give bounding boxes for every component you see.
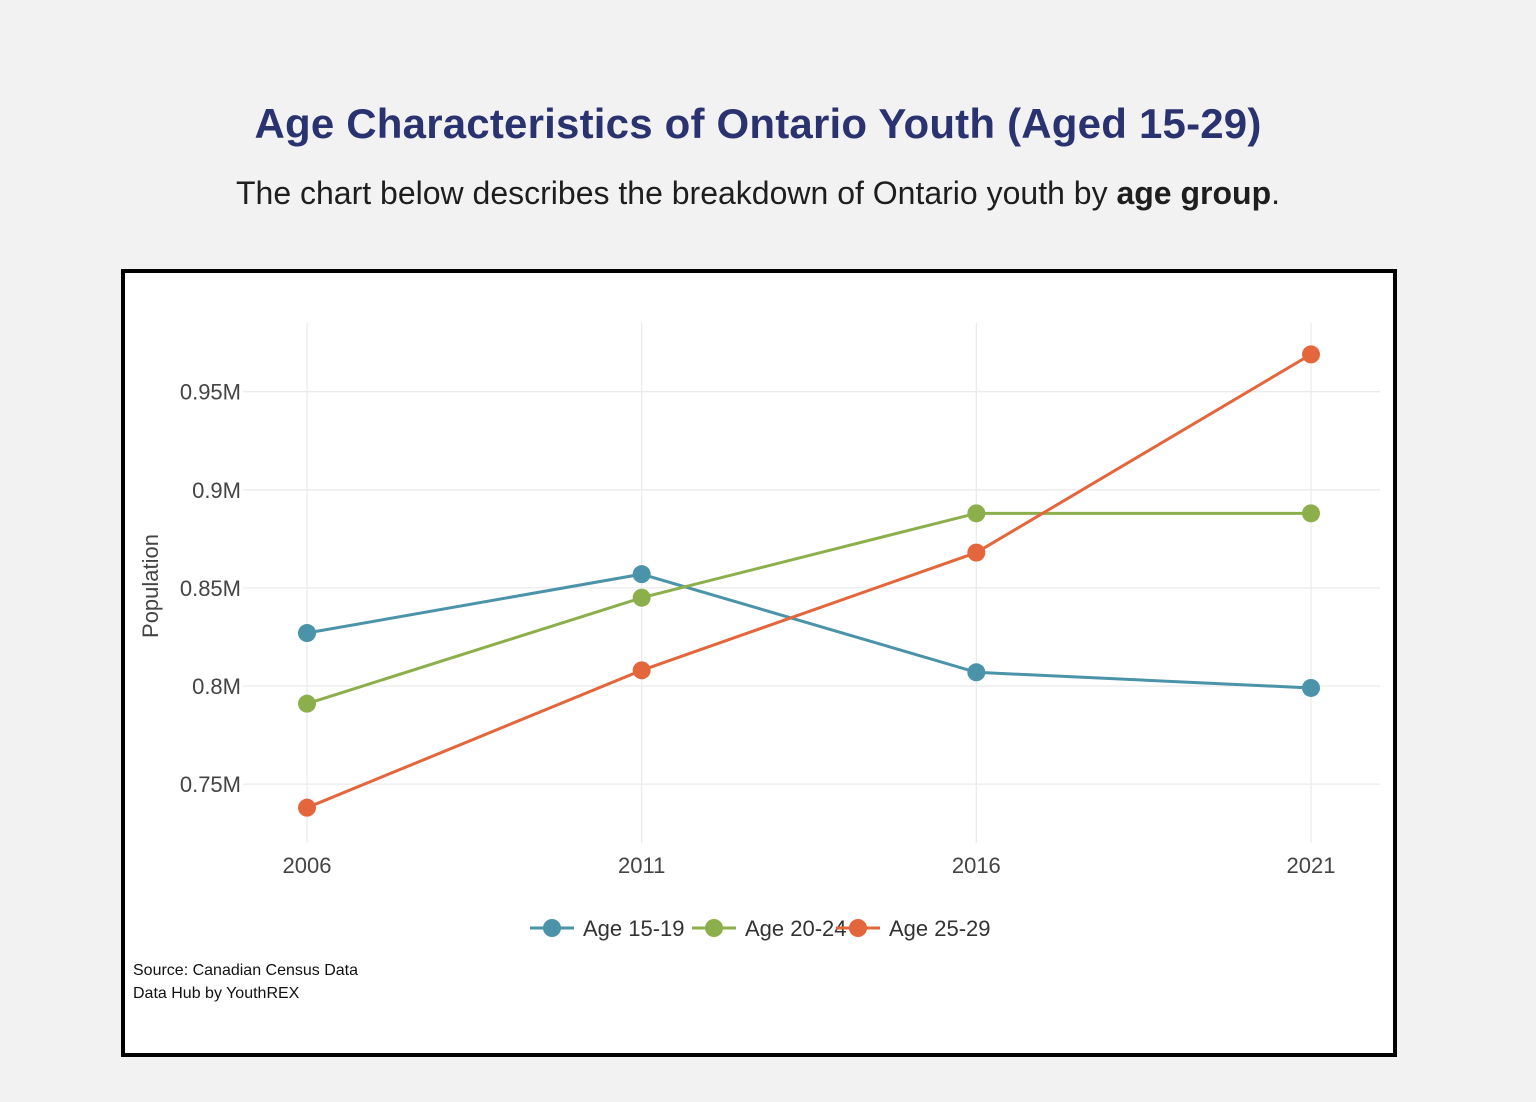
chart-card: 2006 2011 2016 2021 0.75M 0.8M 0.85M 0.9M 0.95M P… xyxy=(121,269,1397,1057)
legend-label: Age 15-19 xyxy=(583,916,685,941)
line-chart: 2006 2011 2016 2021 0.75M 0.8M 0.85M 0.9M 0.95M P… xyxy=(138,323,1380,941)
series-line xyxy=(306,511,1311,706)
legend-item: Age 20-24 xyxy=(692,916,847,941)
legend-marker xyxy=(543,919,561,937)
y-tick-label: 0.85M xyxy=(180,576,241,601)
legend-label: Age 25-29 xyxy=(889,916,991,941)
grid-layer xyxy=(243,323,1380,843)
legend-label: Age 20-24 xyxy=(745,916,847,941)
data-point xyxy=(967,663,986,682)
legend-item: Age 15-19 xyxy=(530,916,685,941)
x-tick-label: 2016 xyxy=(952,853,1001,878)
y-tick-label: 0.8M xyxy=(192,674,241,699)
page-title: Age Characteristics of Ontario Youth (Ag… xyxy=(254,100,1262,147)
x-tick-label: 2011 xyxy=(618,853,665,878)
x-tick-label: 2021 xyxy=(1287,853,1336,878)
x-tick-label: 2006 xyxy=(283,853,332,878)
series-line xyxy=(306,353,1312,810)
data-point xyxy=(632,565,651,584)
legend-layer: Age 15-19 Age 20-24 Age 25-29 xyxy=(530,916,991,941)
series-line xyxy=(306,572,1312,690)
legend-marker xyxy=(705,919,723,937)
subtitle-text: The chart below describes the breakdown … xyxy=(235,175,1117,211)
credit-line: Data Hub by YouthREX xyxy=(133,985,300,1002)
data-point xyxy=(1302,504,1320,523)
page-subtitle: The chart below describes the breakdown … xyxy=(0,175,1516,212)
data-point xyxy=(632,661,651,680)
series-layer xyxy=(298,345,1320,817)
y-tick-label: 0.95M xyxy=(180,380,241,405)
y-tick-label: 0.75M xyxy=(180,772,241,797)
y-tick-label: 0.9M xyxy=(192,478,241,503)
data-point xyxy=(967,504,986,523)
data-point xyxy=(632,588,651,607)
axis-layer: 2006 2011 2016 2021 0.75M 0.8M 0.85M 0.9M 0.95M P… xyxy=(138,380,1335,878)
data-point xyxy=(298,624,316,643)
legend-item: Age 25-29 xyxy=(836,916,991,941)
y-axis-title: Population xyxy=(138,534,163,638)
data-point xyxy=(298,798,316,817)
source-note: Source: Canadian Census Data Data Hub by… xyxy=(133,959,358,1005)
subtitle-period: . xyxy=(1271,175,1281,211)
source-line: Source: Canadian Census Data xyxy=(133,962,359,979)
data-point xyxy=(1302,678,1320,697)
data-point xyxy=(967,543,986,562)
data-point xyxy=(1302,345,1320,364)
data-point xyxy=(298,694,316,713)
legend-marker xyxy=(849,919,867,937)
subtitle-emphasis: age group xyxy=(1116,175,1272,211)
